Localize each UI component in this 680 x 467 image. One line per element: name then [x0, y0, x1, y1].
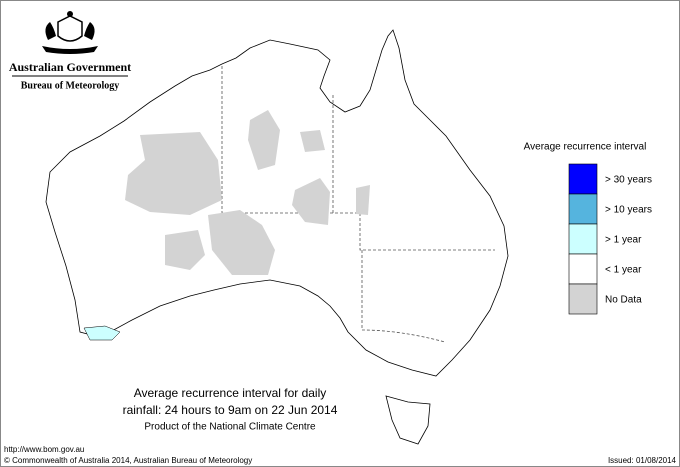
- footer-copyright: © Commonwealth of Australia 2014, Austra…: [4, 456, 252, 465]
- caption-line: Product of the National Climate Centre: [144, 422, 316, 433]
- legend-swatch: [568, 283, 598, 315]
- legend-swatch: [568, 223, 598, 255]
- tasmania: [385, 395, 431, 445]
- footer-issued: Issued: 01/08/2014: [608, 456, 677, 465]
- legend-swatch: [568, 163, 598, 195]
- header-subtitle: Bureau of Meteorology: [21, 80, 120, 91]
- footer-url: http://www.bom.gov.au: [4, 445, 84, 454]
- legend-label: > 10 years: [605, 205, 652, 216]
- mainland: [45, 29, 509, 377]
- legend-label: No Data: [605, 295, 642, 306]
- legend-swatch: [568, 193, 598, 225]
- crest: [42, 11, 98, 54]
- legend-label: > 30 years: [605, 175, 652, 186]
- cyan-region: [83, 325, 121, 341]
- legend-title: Average recurrence interval: [524, 142, 647, 153]
- australia-map: [45, 29, 509, 445]
- no-data-regions: [125, 110, 370, 275]
- header-title: Australian Government: [9, 60, 131, 74]
- legend-label: > 1 year: [605, 235, 642, 246]
- caption-line: rainfall: 24 hours to 9am on 22 Jun 2014: [123, 403, 338, 417]
- legend-swatch: [568, 253, 598, 285]
- legend-label: < 1 year: [605, 265, 642, 276]
- caption-line: Average recurrence interval for daily: [134, 386, 327, 400]
